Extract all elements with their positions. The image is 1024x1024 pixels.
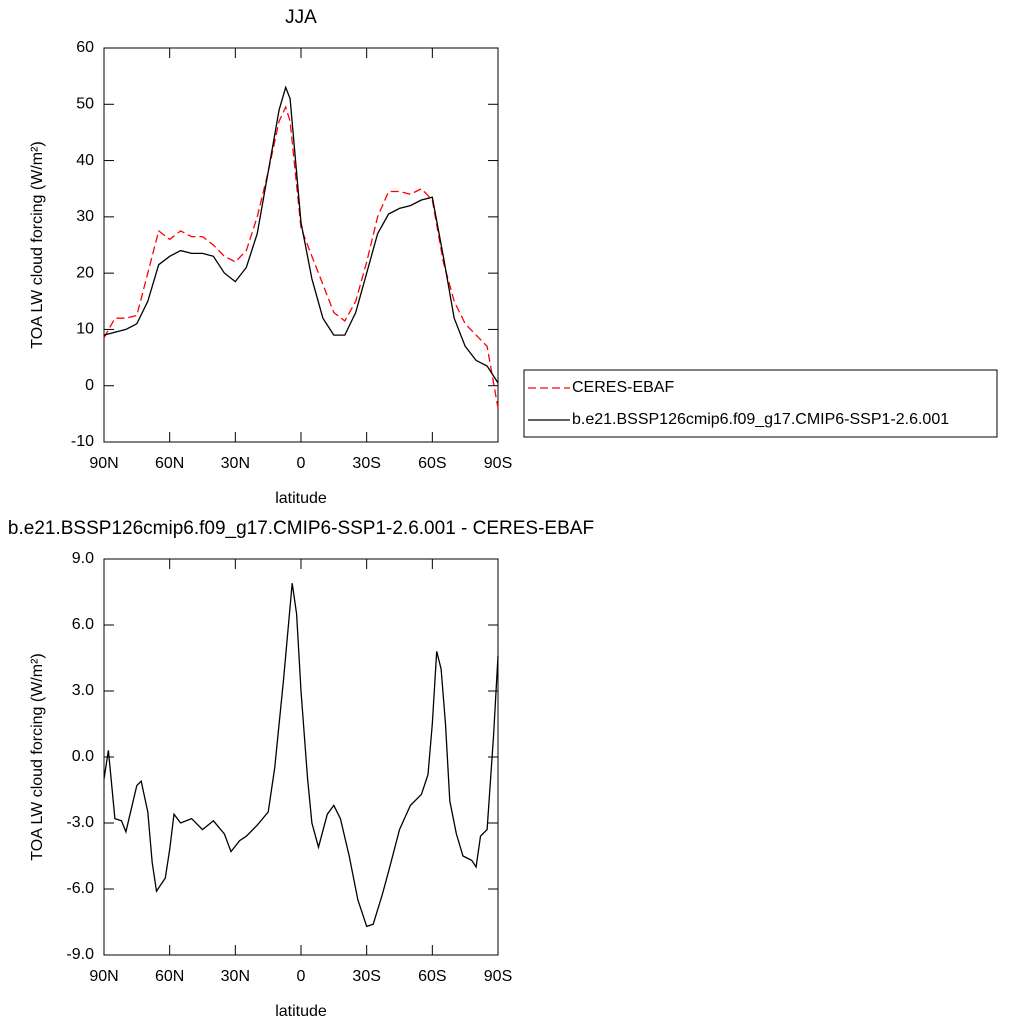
y-tick-label: -9.0 (66, 946, 94, 963)
y-axis-label: TOA LW cloud forcing (W/m²) (29, 141, 46, 348)
legend-box (523, 369, 998, 438)
x-tick-label: 90N (89, 968, 118, 985)
y-tick-label: 60 (76, 39, 94, 56)
data-line (103, 85, 499, 384)
x-tick-label: 30S (352, 455, 380, 472)
x-tick-label: 60N (155, 455, 184, 472)
y-tick-label: -10 (71, 433, 94, 450)
y-tick-label: 30 (76, 208, 94, 225)
y-tick-label: 6.0 (72, 616, 94, 633)
x-axis-label: latitude (275, 1003, 327, 1020)
y-tick-label: 40 (76, 152, 94, 169)
x-tick-label: 90N (89, 455, 118, 472)
y-tick-label: 20 (76, 264, 94, 281)
chart-title: b.e21.BSSP126cmip6.f09_g17.CMIP6-SSP1-2.… (8, 518, 594, 539)
y-axis-label: TOA LW cloud forcing (W/m²) (29, 653, 46, 860)
x-tick-label: 60N (155, 968, 184, 985)
x-tick-label: 60S (418, 455, 446, 472)
x-tick-label: 30S (352, 968, 380, 985)
y-tick-label: -3.0 (66, 814, 94, 831)
x-tick-label: 90S (484, 455, 512, 472)
x-tick-label: 90S (484, 968, 512, 985)
y-tick-label: 9.0 (72, 550, 94, 567)
y-tick-label: -6.0 (66, 880, 94, 897)
data-line (103, 105, 499, 409)
x-axis-label: latitude (275, 490, 327, 507)
legend-label: CERES-EBAF (572, 379, 674, 396)
x-tick-label: 30N (221, 968, 250, 985)
x-tick-label: 60S (418, 968, 446, 985)
plot-frame (103, 558, 499, 956)
data-line (103, 583, 499, 928)
y-tick-label: 3.0 (72, 682, 94, 699)
y-tick-label: 0 (85, 377, 94, 394)
x-tick-label: 0 (297, 968, 306, 985)
y-tick-label: 50 (76, 96, 94, 113)
y-tick-label: 10 (76, 321, 94, 338)
x-tick-label: 30N (221, 455, 250, 472)
chart-title: JJA (285, 7, 317, 28)
y-tick-label: 0.0 (72, 748, 94, 765)
x-tick-label: 0 (297, 455, 306, 472)
plot-frame (103, 47, 499, 443)
legend-label: b.e21.BSSP126cmip6.f09_g17.CMIP6-SSP1-2.… (572, 411, 949, 428)
